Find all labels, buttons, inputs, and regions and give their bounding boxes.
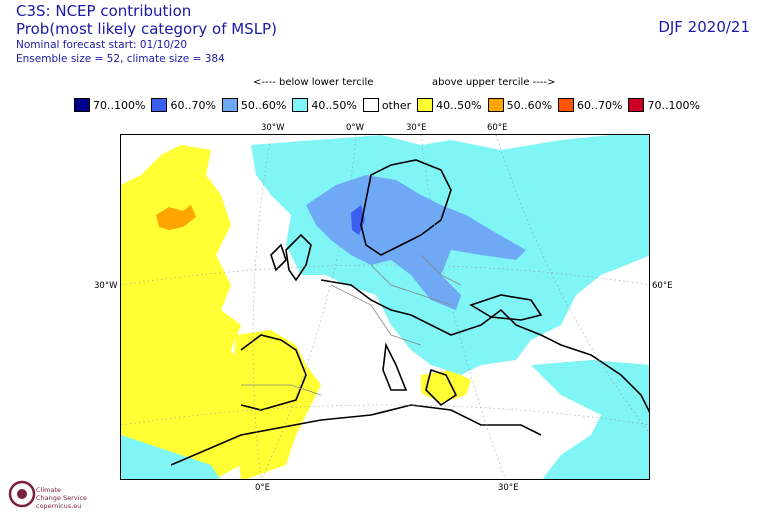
axis-left-30w: 30°W: [94, 281, 118, 291]
logo-line3: copernicus.eu: [36, 502, 82, 510]
season-label: DJF 2020/21: [658, 18, 750, 36]
logo-dot: [17, 489, 27, 499]
legend-swatch: [362, 98, 379, 112]
axis-top-30w: 30°W: [261, 123, 285, 133]
axis-right-60e: 60°E: [652, 281, 673, 291]
axis-top-0w: 0°W: [346, 123, 365, 133]
axis-top-30e: 30°E: [406, 123, 427, 133]
forecast-start: Nominal forecast start: 01/10/20: [16, 39, 188, 51]
axis-bottom-30e: 30°E: [498, 483, 519, 493]
map-panel: [120, 134, 650, 480]
legend: 70..100% 60..70% 50..60% 40..50% other 40..50…: [74, 98, 706, 112]
legend-item: 70..100%: [74, 98, 145, 112]
coastlines: [170, 159, 649, 466]
legend-swatch: [221, 98, 238, 112]
legend-label: 60..70%: [170, 98, 216, 112]
title-block: C3S: NCEP contribution Prob(most likely …: [16, 2, 277, 66]
legend-item: 40..50%: [292, 98, 357, 112]
legend-label: 50..60%: [240, 98, 287, 112]
logo-line2: Change Service: [36, 494, 87, 502]
legend-label: 40..50%: [311, 98, 357, 112]
legend-swatch: [151, 98, 168, 112]
legend-item: 50..60%: [221, 98, 287, 112]
legend-item: 60..70%: [558, 98, 622, 112]
logo-text: Climate Change Service copernicus.eu: [36, 486, 87, 510]
ensemble-size: Ensemble size = 52, climate size = 384: [16, 53, 225, 65]
probability-map: [121, 135, 649, 479]
below-tercile-label: <---- below lower tercile: [253, 77, 374, 88]
below-40-50-region-sw: [121, 435, 220, 479]
axis-top-60e: 60°E: [487, 123, 508, 133]
borders: [241, 254, 462, 396]
legend-swatch: [628, 98, 645, 112]
legend-item: 50..60%: [487, 98, 553, 112]
legend-swatch: [558, 98, 575, 112]
legend-item: other: [362, 98, 412, 112]
legend-label: 40..50%: [436, 98, 482, 112]
below-40-50-region-south: [531, 360, 649, 479]
legend-item: 40..50%: [417, 98, 482, 112]
legend-label: 50..60%: [506, 98, 553, 112]
legend-swatch: [487, 98, 504, 112]
copernicus-logo: [8, 480, 36, 508]
graticule: [121, 135, 649, 479]
legend-item: 70..100%: [628, 98, 700, 112]
title-line2: Prob(most likely category of MSLP): [16, 20, 277, 38]
legend-item: 60..70%: [151, 98, 216, 112]
logo-ring: [8, 480, 36, 508]
above-40-50-region-balkans: [421, 370, 471, 403]
legend-swatch: [292, 98, 309, 112]
above-40-50-region-atlantic: [121, 145, 251, 479]
legend-label: 60..70%: [577, 98, 623, 112]
legend-swatch: [74, 98, 90, 112]
title-line1: C3S: NCEP contribution: [16, 2, 192, 20]
legend-swatch: [417, 98, 434, 112]
legend-label: 70..100%: [647, 98, 700, 112]
legend-label: other: [381, 98, 412, 112]
above-50-60-patch: [156, 205, 196, 230]
legend-label: 70..100%: [93, 98, 146, 112]
above-40-50-region-iberia: [231, 330, 321, 479]
logo-line1: Climate: [36, 486, 62, 494]
above-tercile-label: above upper tercile ---->: [432, 77, 556, 88]
axis-bottom-0e: 0°E: [255, 483, 271, 493]
